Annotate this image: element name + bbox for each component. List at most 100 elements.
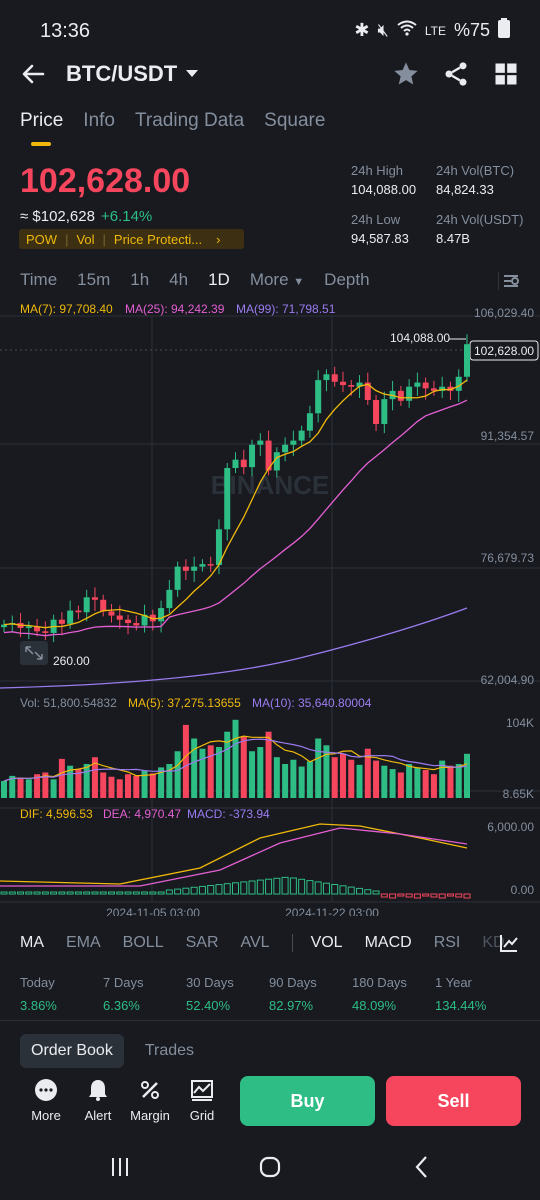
expand-chart-button[interactable] [20, 641, 48, 665]
recent-apps-icon[interactable] [108, 1155, 132, 1179]
volume-bar [75, 769, 82, 798]
volume-bar [240, 736, 247, 798]
volume-bar [273, 757, 280, 798]
binance-watermark: BINANCE [211, 470, 329, 500]
macd-histogram-bar [74, 891, 82, 895]
indicator-avl[interactable]: AVL [240, 934, 270, 951]
macd-histogram-bar [455, 893, 463, 898]
chart-settings-icon[interactable] [498, 270, 520, 292]
tab-info[interactable]: Info [83, 110, 115, 131]
x-axis-date: 2024-11-05 03:00 [106, 906, 200, 916]
candle-body [125, 619, 132, 624]
volume-bar [91, 757, 98, 798]
candle-body [414, 382, 421, 387]
caret-down-icon: ▼ [293, 276, 305, 288]
y-axis-label: 62,004.90 [481, 673, 535, 687]
volume-bar [174, 751, 181, 798]
macd-axis-label: 0.00 [511, 883, 535, 897]
macd-histogram-bar [281, 876, 289, 895]
indicator-sar[interactable]: SAR [185, 934, 219, 951]
macd-histogram-bar [298, 878, 306, 895]
tf-more[interactable]: More ▼ [249, 270, 305, 289]
volume-bar [406, 764, 413, 798]
macd-histogram-bar [463, 893, 471, 899]
macd-histogram-bar [132, 891, 140, 895]
macd-histogram-bar [124, 891, 132, 895]
volume-bar [133, 775, 140, 798]
tag-pow: POW [26, 231, 58, 247]
macd-histogram-bar [223, 883, 231, 895]
indicator-settings-icon[interactable] [498, 932, 520, 954]
volume-bar [397, 772, 404, 798]
candle-body [91, 597, 98, 600]
macd-histogram-bar [372, 890, 380, 895]
candle-body [1, 624, 7, 628]
candle-body [166, 589, 173, 609]
more-button[interactable]: More [20, 1078, 72, 1123]
system-nav-bar [0, 1135, 540, 1200]
sell-button[interactable]: Sell [386, 1076, 521, 1126]
volume-bar [249, 751, 256, 798]
timeframe-bar: Time 15m 1h 4h 1D More ▼ Depth [20, 270, 370, 290]
tf-depth[interactable]: Depth [324, 270, 370, 289]
favorite-star-icon[interactable] [392, 60, 420, 88]
candle-body [182, 566, 189, 571]
tf-4h[interactable]: 4h [169, 270, 189, 289]
tab-square[interactable]: Square [264, 110, 326, 131]
candle-body [158, 608, 165, 622]
grid-view-icon[interactable] [492, 60, 520, 88]
dif-line [0, 823, 468, 885]
tag-bar[interactable]: POW | Vol | Price Protecti... › [19, 229, 244, 249]
perf-30d: 30 Days 52.40% [186, 975, 234, 1013]
candle-body [373, 399, 380, 425]
indicator-divider [291, 934, 293, 952]
tf-1d[interactable]: 1D [208, 270, 230, 289]
tf-1h[interactable]: 1h [130, 270, 150, 289]
macd-histogram-bar [41, 891, 49, 895]
vol-ma10-line [3, 738, 468, 782]
tf-15m[interactable]: 15m [77, 270, 111, 289]
candlestick-chart[interactable]: BINANCE MA(7): 97,708.40 MA(25): 94,242.… [0, 298, 540, 916]
margin-button[interactable]: Margin [124, 1078, 176, 1123]
candle-body [133, 623, 140, 626]
dif-label: DIF: 4,596.53 [20, 807, 93, 821]
tab-trading-data[interactable]: Trading Data [135, 110, 245, 131]
pair-selector[interactable]: BTC/USDT [66, 61, 199, 87]
perf-90d: 90 Days 82.97% [269, 975, 317, 1013]
tab-price[interactable]: Price [20, 110, 64, 131]
home-icon[interactable] [258, 1155, 282, 1179]
tf-time[interactable]: Time [20, 270, 58, 289]
macd-histogram-bar [157, 891, 165, 895]
candle-body [174, 566, 181, 590]
indicator-vol[interactable]: VOL [310, 934, 343, 951]
volume-bar [373, 760, 380, 798]
indicator-boll[interactable]: BOLL [122, 934, 164, 951]
indicator-ma[interactable]: MA [20, 934, 44, 951]
share-icon[interactable] [442, 60, 470, 88]
buy-button[interactable]: Buy [240, 1076, 375, 1126]
tab-order-book[interactable]: Order Book [20, 1034, 124, 1068]
volume-bar [149, 773, 156, 798]
dea-line [0, 827, 468, 887]
indicator-kd[interactable]: KD [482, 934, 505, 951]
macd-histogram-bar [232, 882, 239, 895]
indicator-macd[interactable]: MACD [364, 934, 412, 951]
back-nav-icon[interactable] [410, 1155, 434, 1179]
indicator-rsi[interactable]: RSI [433, 934, 461, 951]
orderbook-tabs: Order Book Trades [20, 1034, 205, 1068]
macd-histogram-bar [380, 893, 388, 898]
volume-bar [364, 748, 371, 798]
tab-trades[interactable]: Trades [144, 1042, 195, 1059]
volume-bar [108, 776, 115, 798]
volume-bar [215, 747, 222, 798]
macd-histogram-bar [207, 885, 215, 895]
back-button[interactable] [20, 60, 48, 88]
indicator-ema[interactable]: EMA [66, 934, 101, 951]
grid-button[interactable]: Grid [176, 1078, 228, 1123]
candle-body [464, 344, 470, 377]
candle-body [199, 564, 206, 567]
alert-button[interactable]: Alert [72, 1078, 124, 1123]
macd-histogram-bar [256, 879, 264, 895]
volume-bar [58, 758, 65, 798]
candle-body [249, 444, 256, 468]
